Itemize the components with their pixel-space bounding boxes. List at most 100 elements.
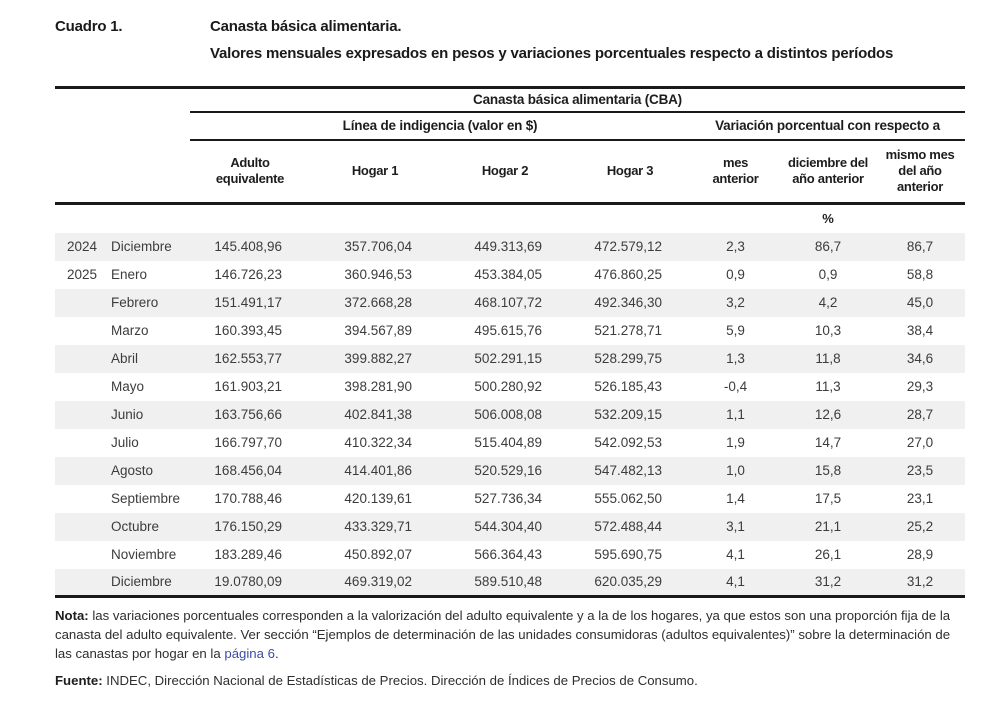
value-cell: 27,0 (906, 435, 934, 450)
value-cell: 399.882,27 (344, 351, 412, 366)
value-cell: 4,1 (726, 574, 745, 590)
value-cell: 183.289,46 (214, 547, 282, 562)
value-cell: 0,9 (818, 267, 838, 282)
value-cell: 15,8 (814, 463, 842, 478)
group-header-row: Canasta básica alimentaria (CBA) (55, 87, 966, 113)
month-cell: Diciembre (111, 239, 172, 254)
value-cell: 11,3 (815, 379, 841, 394)
value-cell: 453.384,05 (474, 267, 542, 282)
value-cell: 4,1 (726, 547, 745, 562)
value-cell: 521.278,71 (594, 323, 662, 338)
year-cell (55, 317, 103, 345)
value-cell: 2,3 (726, 239, 745, 254)
unit-row: % (55, 204, 965, 233)
value-cell: 506.008,08 (474, 407, 542, 422)
value-cell: 160.393,45 (214, 323, 282, 338)
value-cell: 410.322,34 (344, 435, 412, 450)
value-cell: 23,1 (906, 491, 934, 506)
empty-cell (875, 204, 965, 233)
year-cell (55, 457, 103, 485)
fuente-body: INDEC, Dirección Nacional de Estadística… (102, 673, 698, 688)
subgroup-header-indigencia: Línea de indigencia (valor en $) (190, 111, 690, 141)
empty-corner-cell (55, 88, 190, 112)
column-header-hogar-1: Hogar 1 (310, 139, 440, 205)
table-row: Marzo 160.393,45 394.567,89 495.615,76 521.2… (55, 317, 965, 345)
year-cell (55, 429, 103, 457)
nota-body: las variaciones porcentuales corresponde… (55, 608, 951, 661)
year-cell (55, 401, 103, 429)
value-cell: 555.062,50 (594, 491, 662, 506)
value-cell: 532.209,15 (594, 407, 662, 422)
value-cell: 468.107,72 (474, 295, 542, 310)
value-cell: 542.092,53 (594, 435, 662, 450)
month-cell: Marzo (111, 323, 149, 338)
value-cell: 31,2 (814, 574, 842, 590)
nota-label: Nota: (55, 608, 89, 623)
value-cell: 161.903,21 (214, 379, 282, 394)
value-cell: 21,1 (814, 519, 842, 534)
value-cell: 170.788,46 (214, 491, 282, 506)
value-cell: 449.313,69 (474, 239, 542, 254)
value-cell: 469.319,02 (344, 574, 412, 590)
value-cell: 5,9 (726, 323, 745, 338)
percent-unit-label: % (822, 211, 834, 227)
nota-suffix: . (274, 646, 279, 661)
value-cell: 38,4 (906, 323, 934, 338)
value-cell: 176.150,29 (214, 519, 282, 534)
table-row: 2025 Enero 146.726,23 360.946,53 453.384,05 4… (55, 261, 965, 289)
column-header-mismo-mes: mismo mes del año anterior (875, 139, 966, 205)
value-cell: 414.401,86 (344, 463, 412, 478)
table-title-line1: Canasta básica alimentaria. (210, 18, 402, 35)
fuente-label: Fuente: (55, 673, 103, 688)
value-cell: 372.668,28 (344, 295, 412, 310)
table-row: Julio 166.797,70 410.322,34 515.404,89 542.0… (55, 429, 965, 457)
value-cell: 1,0 (726, 463, 745, 478)
value-cell: 1,4 (726, 491, 745, 506)
year-cell (55, 541, 103, 569)
empty-corner-cell (55, 139, 190, 205)
pagina-6-link[interactable]: página 6 (224, 646, 275, 661)
value-cell: 566.364,43 (474, 547, 542, 562)
value-cell: 28,9 (906, 547, 934, 562)
value-cell: 58,8 (906, 267, 934, 282)
value-cell: 45,0 (906, 295, 934, 310)
column-header-diciembre-anterior: diciembre del año anterior (781, 139, 875, 205)
value-cell: 26,1 (814, 547, 842, 562)
table-row: Septiembre 170.788,46 420.139,61 527.736,34… (55, 485, 965, 513)
table-row: Noviembre 183.289,46 450.892,07 566.364,43 5… (55, 541, 965, 569)
table-title: Canasta básica alimentaria. Valores mens… (210, 13, 893, 67)
year-cell (55, 289, 103, 317)
value-cell: 29,3 (906, 379, 934, 394)
month-cell: Abril (111, 351, 139, 366)
month-cell: Enero (111, 267, 148, 282)
fuente-text: Fuente: INDEC, Dirección Nacional de Est… (55, 671, 965, 690)
value-cell: 476.860,25 (594, 267, 662, 282)
cuadro-number: Cuadro 1. (55, 18, 123, 35)
column-header-hogar-2: Hogar 2 (440, 139, 570, 205)
year-cell (55, 373, 103, 401)
table-title-line2: Valores mensuales expresados en pesos y … (210, 45, 894, 62)
value-cell: 163.756,66 (214, 407, 282, 422)
month-cell: Agosto (111, 463, 154, 478)
month-cell: Julio (111, 435, 139, 450)
column-header-row: Adulto equivalente Hogar 1 Hogar 2 Hogar… (55, 139, 966, 205)
value-cell: 1,3 (726, 351, 745, 366)
value-cell: 31,2 (906, 574, 934, 590)
value-cell: 472.579,12 (594, 239, 662, 254)
value-cell: 492.346,30 (594, 295, 662, 310)
empty-corner-cell (55, 112, 190, 140)
table-row: Junio 163.756,66 402.841,38 506.008,08 532.2… (55, 400, 966, 429)
value-cell: 572.488,44 (594, 519, 662, 534)
column-header-mes-anterior: mes anterior (690, 139, 781, 205)
value-cell: 166.797,70 (214, 435, 282, 450)
value-cell: 357.706,04 (344, 239, 412, 254)
value-cell: 34,6 (906, 351, 934, 366)
column-header-hogar-3: Hogar 3 (570, 139, 690, 205)
value-cell: 500.280,92 (474, 379, 542, 394)
month-cell: Octubre (111, 519, 160, 534)
value-cell: 526.185,43 (594, 379, 662, 394)
year-cell (55, 485, 103, 513)
value-cell: 23,5 (906, 463, 934, 478)
value-cell: 420.139,61 (344, 491, 412, 506)
value-cell: -0,4 (723, 379, 748, 394)
